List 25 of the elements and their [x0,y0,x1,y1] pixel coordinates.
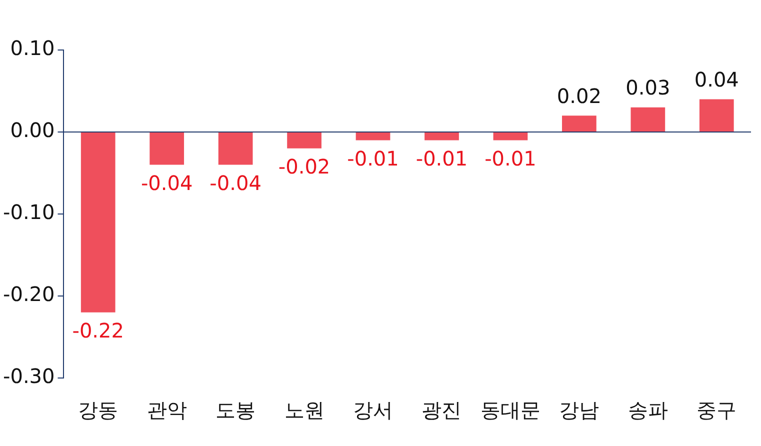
x-tick-label: 도봉 [216,398,256,422]
y-tick-label: -0.10 [3,200,55,224]
x-tick-label: 동대문 [480,398,540,422]
x-tick-label: 송파 [628,398,668,422]
x-tick-label: 관악 [146,398,187,422]
data-label: -0.04 [210,171,262,196]
x-tick-label: 강동 [78,398,118,422]
y-tick-label: 0.10 [10,36,55,60]
y-tick-label: -0.30 [3,364,55,388]
data-label: -0.02 [278,154,330,179]
x-tick-label: 강남 [559,398,600,422]
data-label: -0.01 [416,146,468,170]
data-label: 0.04 [694,67,739,92]
y-tick-label: 0.00 [10,118,55,142]
x-tick-label: 강서 [353,398,394,422]
x-tick-label: 중구 [696,398,737,422]
data-label: -0.01 [347,146,399,170]
data-label: -0.22 [72,318,124,343]
data-label: -0.01 [484,146,536,170]
data-label: 0.02 [556,84,602,108]
x-tick-label: 노원 [284,398,324,422]
x-tick-label: 광진 [422,398,462,422]
data-label: -0.04 [140,171,193,196]
data-label: 0.03 [626,76,670,100]
y-tick-label: -0.20 [3,282,55,306]
